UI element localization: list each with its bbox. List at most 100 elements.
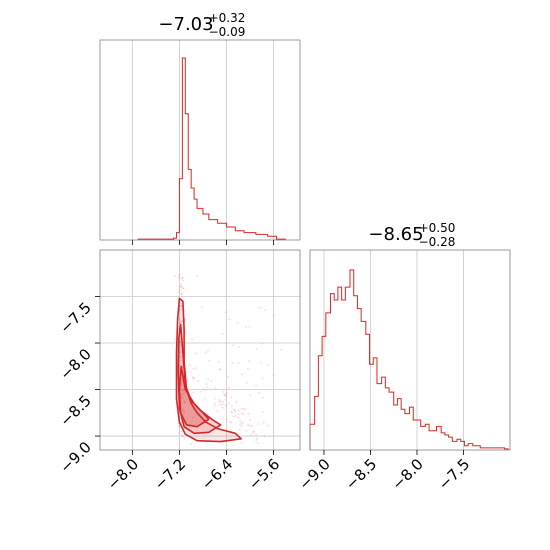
scatter-point <box>260 307 263 309</box>
scatter-point <box>222 390 225 393</box>
title-2-upper: +0.50 <box>419 221 456 235</box>
scatter-point <box>182 279 185 282</box>
scatter-point <box>218 368 221 371</box>
scatter-point <box>182 389 185 392</box>
scatter-point <box>230 405 233 408</box>
histogram-1-steps <box>137 57 286 240</box>
scatter-point <box>219 368 222 371</box>
scatter-point <box>200 390 202 393</box>
scatter-point <box>218 360 220 363</box>
scatter-point <box>174 338 177 341</box>
scatter-point <box>179 285 182 288</box>
scatter-point <box>180 319 182 322</box>
scatter-y-tick-label: −8.5 <box>56 392 94 430</box>
scatter-point <box>202 388 205 391</box>
scatter-point <box>247 413 250 415</box>
scatter-point <box>181 393 184 396</box>
scatter-point <box>221 406 224 409</box>
scatter-point <box>247 360 250 362</box>
scatter-point <box>177 422 180 425</box>
scatter-point <box>280 348 283 351</box>
scatter-point <box>201 306 203 309</box>
scatter-point <box>188 364 191 366</box>
scatter-point <box>213 397 216 400</box>
scatter-point <box>177 432 180 435</box>
hist2-x-tick-label: −7.5 <box>435 455 473 493</box>
scatter-point <box>240 412 243 415</box>
scatter-point <box>197 380 200 383</box>
scatter-point <box>183 400 186 403</box>
scatter-point <box>180 430 183 433</box>
scatter-point <box>179 321 182 323</box>
scatter-point <box>182 287 184 290</box>
scatter-point <box>263 435 266 437</box>
panel-bottom-left: −8.0 −7.2 −6.4 −5.6−7.5−8.0−8.5−9.0 <box>56 249 301 494</box>
scatter-point <box>204 351 207 354</box>
scatter-point <box>207 378 210 381</box>
scatter-point <box>264 309 267 312</box>
scatter-y-tick-label: −8.0 <box>56 345 94 383</box>
scatter-point <box>249 394 252 397</box>
scatter-point <box>208 360 211 362</box>
scatter-point <box>180 293 183 296</box>
scatter-point <box>180 396 183 399</box>
scatter-point <box>232 344 235 347</box>
scatter-point <box>238 346 240 349</box>
scatter-point <box>255 384 258 387</box>
scatter-point <box>252 431 255 434</box>
scatter-point <box>183 400 186 403</box>
panel-bottom-right-border <box>309 249 511 451</box>
scatter-point <box>179 351 181 354</box>
scatter-point <box>206 386 209 388</box>
histogram-2-steps <box>309 269 509 450</box>
scatter-point <box>179 309 181 311</box>
scatter-point <box>179 356 182 359</box>
scatter-point <box>253 430 255 433</box>
scatter-point <box>179 340 182 343</box>
scatter-point <box>182 435 185 438</box>
scatter-point <box>232 415 235 418</box>
scatter-point <box>248 325 251 328</box>
scatter-point <box>257 423 260 425</box>
hist2-x-tick-label: −9.0 <box>295 455 333 493</box>
scatter-point <box>181 320 184 323</box>
panel-top-left-border <box>99 39 301 241</box>
scatter-point <box>178 322 181 324</box>
scatter-point <box>239 428 241 431</box>
title-1-upper: +0.32 <box>209 11 246 25</box>
scatter-point <box>241 421 244 424</box>
scatter-point <box>221 333 224 335</box>
scatter-point <box>230 396 233 399</box>
scatter-point <box>239 419 242 422</box>
hist2-x-tick-label: −8.0 <box>388 455 426 493</box>
scatter-point <box>180 284 183 287</box>
scatter-point <box>183 437 186 440</box>
scatter-point <box>180 304 183 307</box>
scatter-point <box>239 424 242 427</box>
scatter-point <box>258 306 261 309</box>
scatter-point <box>233 409 236 412</box>
scatter-point <box>261 377 264 380</box>
scatter-point <box>240 407 243 410</box>
scatter-point <box>178 318 181 321</box>
scatter-x-tick-label: −7.2 <box>151 455 189 493</box>
scatter-point <box>229 420 232 423</box>
scatter-point <box>248 419 251 421</box>
scatter-point <box>256 442 259 444</box>
scatter-point <box>233 408 235 411</box>
scatter-point <box>181 292 184 295</box>
title-1: −7.03 <box>158 14 213 35</box>
scatter-y-tick-label: −7.5 <box>56 299 94 337</box>
scatter-point <box>191 338 193 341</box>
scatter-point <box>245 429 248 432</box>
scatter-point <box>192 391 195 394</box>
scatter-x-tick-label: −6.4 <box>198 455 236 493</box>
scatter-point <box>242 407 245 410</box>
scatter-point <box>231 362 234 364</box>
scatter-y-tick-label: −9.0 <box>56 438 94 476</box>
scatter-point <box>224 311 227 314</box>
scatter-point <box>182 287 185 290</box>
scatter-point <box>181 395 183 398</box>
scatter-point <box>225 392 228 394</box>
scatter-point <box>266 363 269 366</box>
